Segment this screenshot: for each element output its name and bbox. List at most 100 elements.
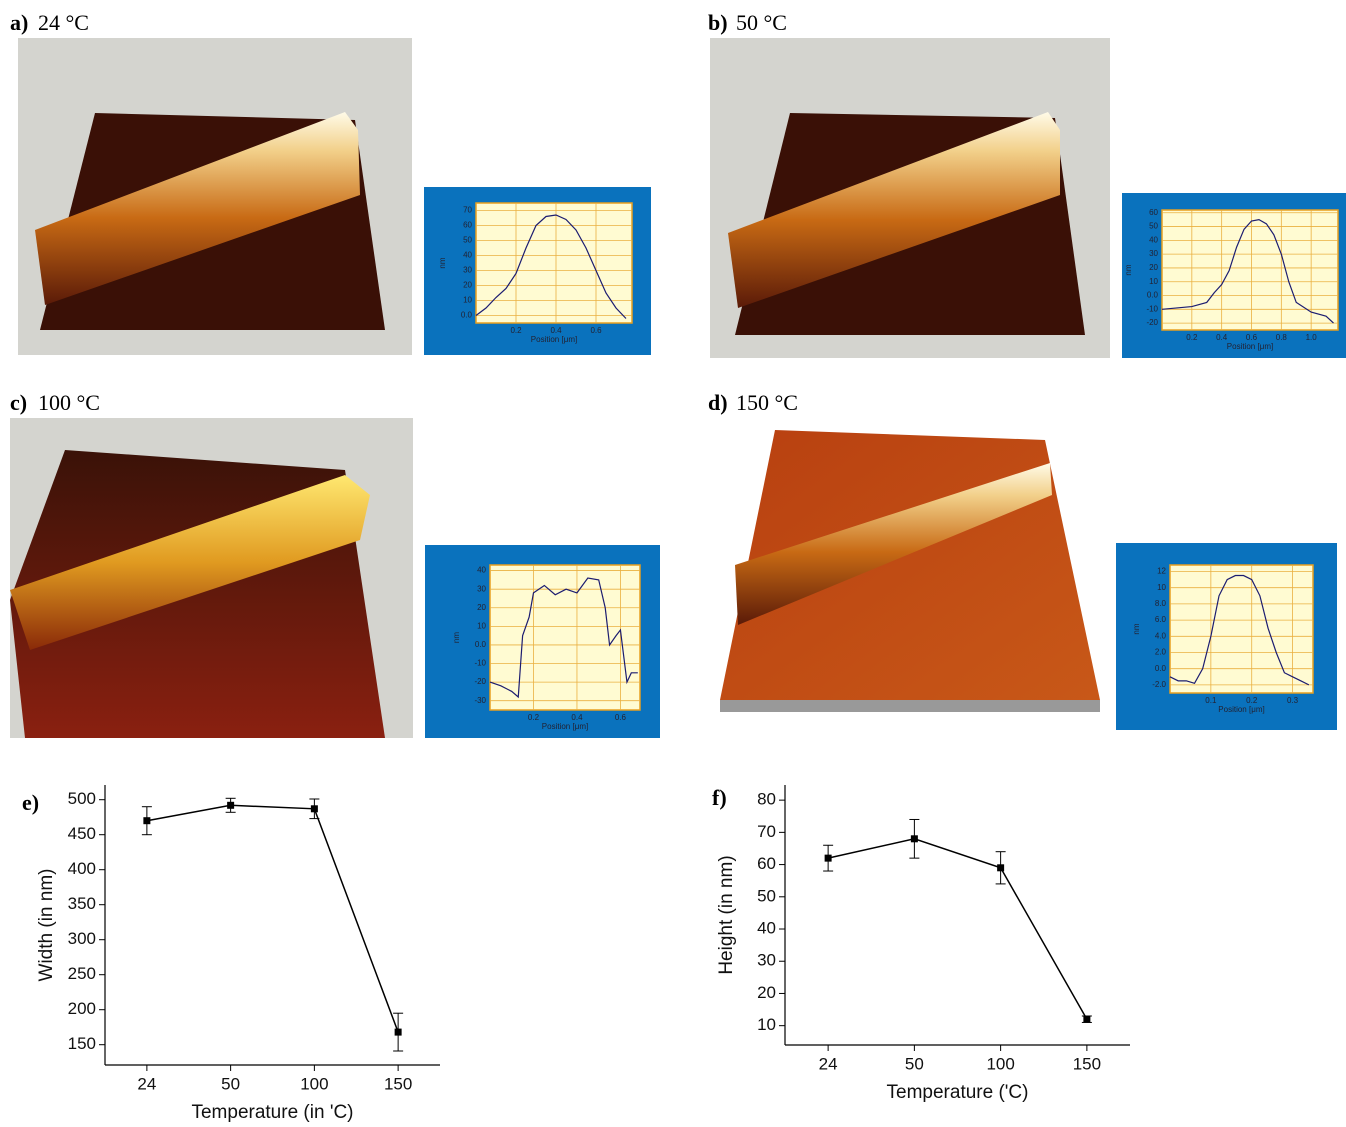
y-tick-label: 300 xyxy=(68,929,96,948)
y-tick-label: 2.0 xyxy=(1155,648,1167,657)
y-tick-label: 20 xyxy=(757,983,776,1002)
y-tick-label: 12 xyxy=(1157,567,1166,576)
y-tick-label: 50 xyxy=(463,236,472,245)
panel-label: d) xyxy=(708,390,728,415)
y-axis-label: Width (in nm) xyxy=(36,869,57,982)
panel-label: c) xyxy=(10,390,27,415)
panel-label: e) xyxy=(22,790,39,815)
marker xyxy=(310,805,318,813)
x-tick-label: 50 xyxy=(221,1074,240,1093)
data-line xyxy=(827,838,1088,1020)
y-tick-label: 20 xyxy=(1149,263,1158,272)
y-tick-label: 80 xyxy=(757,790,776,809)
x-tick-label: 0.2 xyxy=(1246,696,1258,705)
y-tick-label: 350 xyxy=(68,894,96,913)
y-tick-label: 20 xyxy=(477,603,486,612)
x-tick-label: 0.4 xyxy=(571,713,583,722)
plot-area xyxy=(489,564,641,711)
x-tick-label: 24 xyxy=(137,1074,156,1093)
y-tick-label: 30 xyxy=(463,266,472,275)
y-tick-label: 40 xyxy=(477,566,486,575)
data-line xyxy=(489,577,638,699)
x-axis-label: Temperature ('C) xyxy=(887,1082,1029,1103)
data-line xyxy=(146,804,399,1033)
y-tick-label: 40 xyxy=(1149,235,1158,244)
y-tick-label: 60 xyxy=(463,221,472,230)
panel-label: f) xyxy=(712,785,727,810)
marker xyxy=(394,1028,402,1036)
y-tick-label: 40 xyxy=(757,918,776,937)
x-axis-label: Position [μm] xyxy=(542,722,588,731)
y-tick-label: 70 xyxy=(463,206,472,215)
y-tick-label: -2.0 xyxy=(1152,680,1166,689)
x-tick-label: 150 xyxy=(384,1074,412,1093)
x-tick-label: 0.2 xyxy=(510,326,522,335)
x-tick-label: 0.6 xyxy=(590,326,602,335)
marker xyxy=(997,864,1005,872)
panel-title: 150 °C xyxy=(736,390,798,415)
y-tick-label: 400 xyxy=(68,859,96,878)
y-tick-label: 50 xyxy=(757,886,776,905)
x-tick-label: 1.0 xyxy=(1306,333,1318,342)
y-tick-label: -30 xyxy=(474,696,486,705)
x-tick-label: 24 xyxy=(819,1054,838,1073)
y-axis-label: nm xyxy=(438,257,447,268)
y-tick-label: -10 xyxy=(1146,304,1158,313)
y-tick-label: 50 xyxy=(1149,222,1158,231)
x-tick-label: 0.2 xyxy=(1186,333,1198,342)
y-tick-label: 8.0 xyxy=(1155,599,1167,608)
x-tick-label: 100 xyxy=(300,1074,328,1093)
marker xyxy=(1083,1015,1091,1023)
x-tick-label: 0.6 xyxy=(615,713,627,722)
marker xyxy=(227,801,235,809)
y-tick-label: -10 xyxy=(474,659,486,668)
x-axis-label: Position [μm] xyxy=(1227,342,1273,351)
x-tick-label: 150 xyxy=(1073,1054,1101,1073)
y-tick-label: 0.0 xyxy=(1155,664,1167,673)
x-tick-label: 0.2 xyxy=(528,713,540,722)
x-tick-label: 0.6 xyxy=(1246,333,1258,342)
x-tick-label: 0.4 xyxy=(550,326,562,335)
x-tick-label: 0.4 xyxy=(1216,333,1228,342)
y-tick-label: 10 xyxy=(757,1015,776,1034)
y-tick-label: 30 xyxy=(477,584,486,593)
y-tick-label: 10 xyxy=(477,621,486,630)
y-tick-label: 20 xyxy=(463,281,472,290)
marker xyxy=(824,854,832,862)
afm-image xyxy=(10,38,1346,738)
y-tick-label: 70 xyxy=(757,822,776,841)
marker xyxy=(910,835,918,843)
panel-title: 100 °C xyxy=(38,390,100,415)
x-axis-label: Temperature (in 'C) xyxy=(191,1102,353,1123)
y-tick-label: 60 xyxy=(757,854,776,873)
panel-title: 50 °C xyxy=(736,10,787,35)
y-tick-label: 40 xyxy=(463,251,472,260)
y-axis-label: nm xyxy=(1124,264,1133,275)
y-tick-label: 6.0 xyxy=(1155,615,1167,624)
panel-label: a) xyxy=(10,10,28,35)
y-tick-label: 10 xyxy=(1157,583,1166,592)
x-tick-label: 0.1 xyxy=(1205,696,1217,705)
panel-label: b) xyxy=(708,10,728,35)
y-tick-label: 60 xyxy=(1149,208,1158,217)
y-tick-label: -20 xyxy=(474,677,486,686)
y-tick-label: 150 xyxy=(68,1034,96,1053)
y-tick-label: 0.0 xyxy=(1147,291,1159,300)
data-line xyxy=(1169,574,1310,686)
x-tick-label: 50 xyxy=(905,1054,924,1073)
x-axis-label: Position [μm] xyxy=(1218,705,1264,714)
y-axis-label: nm xyxy=(1132,623,1141,634)
y-tick-label: 0.0 xyxy=(475,640,487,649)
y-tick-label: 4.0 xyxy=(1155,631,1167,640)
y-tick-label: 200 xyxy=(68,999,96,1018)
y-axis-label: Height (in nm) xyxy=(716,855,737,974)
x-tick-label: 0.8 xyxy=(1276,333,1288,342)
x-tick-label: 0.3 xyxy=(1287,696,1299,705)
plot-area xyxy=(475,202,633,324)
y-tick-label: 450 xyxy=(68,824,96,843)
panel-title: 24 °C xyxy=(38,10,89,35)
data-line xyxy=(1161,219,1334,324)
y-tick-label: 500 xyxy=(68,789,96,808)
y-tick-label: 30 xyxy=(1149,249,1158,258)
